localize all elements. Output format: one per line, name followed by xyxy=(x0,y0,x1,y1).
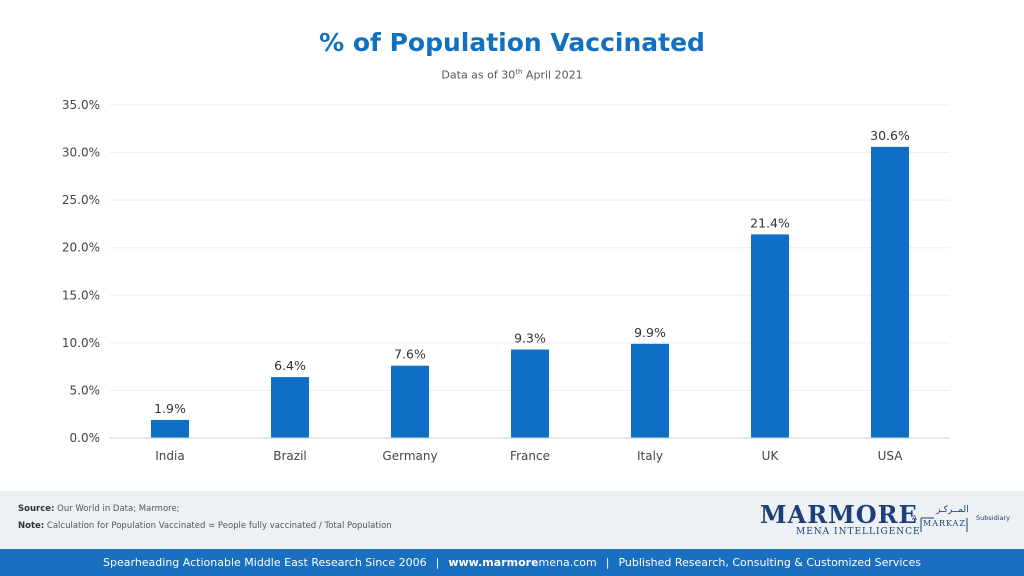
y-tick-label: 15.0% xyxy=(62,288,100,302)
data-label: 7.6% xyxy=(394,347,426,362)
markaz-arabic: المــركـز xyxy=(936,505,969,515)
y-tick-label: 30.0% xyxy=(62,146,100,160)
separator-2: | xyxy=(605,556,610,569)
note-line: Note: Calculation for Population Vaccina… xyxy=(18,521,392,531)
x-axis-categories: India Brazil Germany France Italy UK USA xyxy=(155,449,903,463)
tagline: Spearheading Actionable Middle East Rese… xyxy=(103,556,427,569)
data-label: 30.6% xyxy=(870,128,910,143)
subsidiary-label: Subsidiary xyxy=(976,514,1010,522)
y-tick-label: 35.0% xyxy=(62,98,100,112)
chart-title: % of Population Vaccinated xyxy=(319,28,705,57)
bars xyxy=(151,146,909,438)
data-label: 9.3% xyxy=(514,331,546,346)
category-label: Italy xyxy=(637,449,663,463)
category-label: France xyxy=(510,449,550,463)
subtitle-sup: th xyxy=(515,68,523,76)
bar xyxy=(391,365,429,438)
marmore-logo: MARMORE MENA INTELLIGENCE xyxy=(760,500,921,537)
bar xyxy=(631,343,669,438)
data-label: 9.9% xyxy=(634,325,666,340)
category-label: India xyxy=(155,449,184,463)
separator-1: | xyxy=(435,556,440,569)
y-axis-ticks: 0.0% 5.0% 10.0% 15.0% 20.0% 25.0% 30.0% 35.0% xyxy=(62,98,100,445)
services-text: Published Research, Consulting & Customi… xyxy=(618,556,921,569)
subtitle-prefix: Data as of 30 xyxy=(441,68,516,82)
source-line: Source: Our World in Data; Marmore; xyxy=(18,504,180,514)
bar-chart: 0.0% 5.0% 10.0% 15.0% 20.0% 25.0% 30.0% 35.0% 1… xyxy=(62,98,950,463)
markaz-a: A xyxy=(912,514,917,522)
bottom-bar: Spearheading Actionable Middle East Rese… xyxy=(0,549,1024,576)
bar xyxy=(271,377,309,438)
website-bold[interactable]: www.marmore xyxy=(448,556,539,569)
source-label: Source: xyxy=(18,504,55,514)
markaz-name: MARKAZ xyxy=(923,519,966,528)
category-label: Germany xyxy=(382,449,437,463)
subtitle-suffix: April 2021 xyxy=(522,68,583,82)
bar xyxy=(511,349,549,438)
y-tick-label: 0.0% xyxy=(70,431,101,445)
bar xyxy=(151,419,189,438)
logo-main: MARMORE xyxy=(760,500,918,529)
bar xyxy=(871,146,909,438)
note-label: Note: xyxy=(18,521,45,531)
footer-area xyxy=(0,491,1024,549)
gridlines xyxy=(110,104,950,391)
logo-sub: MENA INTELLIGENCE xyxy=(796,527,921,537)
website-rest[interactable]: mena.com xyxy=(538,556,597,569)
data-label: 21.4% xyxy=(750,215,790,230)
data-label: 6.4% xyxy=(274,358,306,373)
data-labels: 1.9% 6.4% 7.6% 9.3% 9.9% 21.4% 30.6% xyxy=(154,128,910,416)
note-text: Calculation for Population Vaccinated = … xyxy=(46,521,392,531)
y-tick-label: 20.0% xyxy=(62,241,100,255)
category-label: UK xyxy=(762,449,780,463)
data-label: 1.9% xyxy=(154,401,186,416)
y-tick-label: 10.0% xyxy=(62,336,100,350)
bar xyxy=(751,234,789,438)
category-label: Brazil xyxy=(273,449,307,463)
y-tick-label: 25.0% xyxy=(62,193,100,207)
category-label: USA xyxy=(878,449,904,463)
source-text: Our World in Data; Marmore; xyxy=(57,504,180,514)
chart-subtitle: Data as of 30th April 2021 xyxy=(0,68,1024,82)
y-tick-label: 5.0% xyxy=(70,383,101,397)
markaz-logo-frame xyxy=(920,517,968,532)
